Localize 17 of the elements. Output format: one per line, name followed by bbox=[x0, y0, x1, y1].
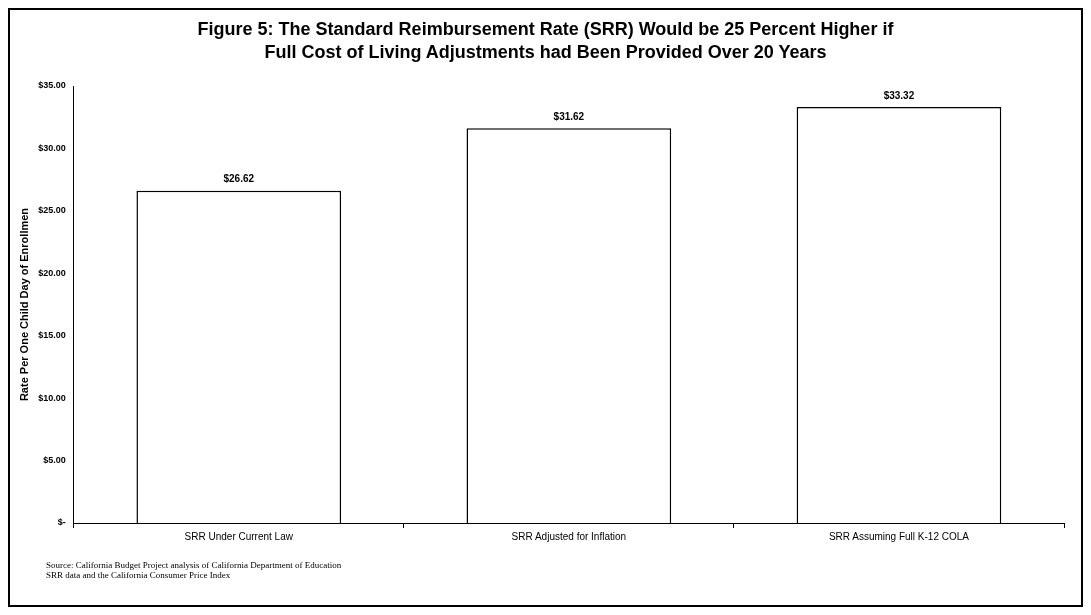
y-tick-label: $25.00 bbox=[38, 205, 66, 216]
data-label: $31.62 bbox=[553, 110, 585, 122]
x-tick-label: SRR Under Current Law bbox=[184, 530, 294, 542]
data-label: $33.32 bbox=[883, 89, 915, 101]
y-axis-title: Rate Per One Child Day of Enrollmen bbox=[17, 207, 30, 402]
y-tick-label: $30.00 bbox=[38, 142, 66, 153]
y-tick-label: $5.00 bbox=[43, 455, 66, 466]
y-tick-label: $20.00 bbox=[38, 267, 66, 278]
y-tick-label: $35.00 bbox=[38, 80, 66, 91]
x-tick-label: SRR Adjusted for Inflation bbox=[511, 530, 627, 542]
chart-title: Figure 5: The Standard Reimbursement Rate (SRR) Would be 25 Percent Higher if Full Cost of Living Adjustments had Been Provided Over 20 Years bbox=[196, 18, 895, 64]
x-tick-label: SRR Assuming Full K-12 COLA bbox=[828, 530, 970, 542]
y-tick-label: $10.00 bbox=[38, 392, 66, 403]
y-tick-label: $- bbox=[57, 517, 66, 528]
data-label: $26.62 bbox=[223, 173, 255, 185]
y-tick-label: $15.00 bbox=[38, 330, 66, 341]
source-note: Source: California Budget Project analysis of California Department of Education SRR data and the California Consumer Price Index bbox=[46, 560, 343, 580]
